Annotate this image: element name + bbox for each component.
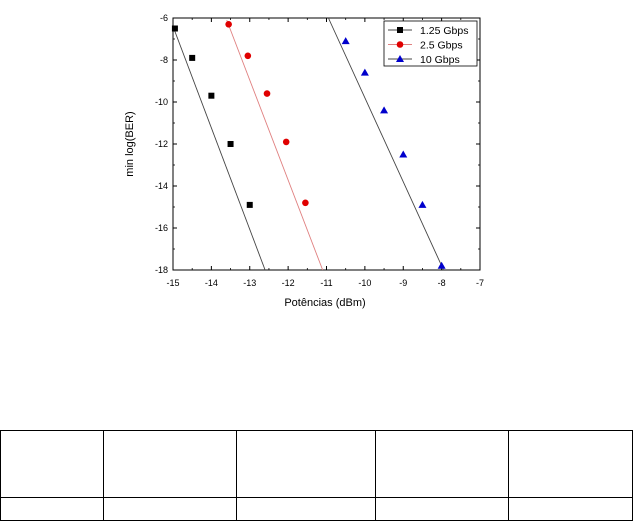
data-point (171, 25, 178, 32)
y-tick-label: -16 (155, 223, 168, 233)
table-cell (0, 430, 104, 498)
data-point (437, 261, 446, 269)
data-point (189, 54, 196, 61)
y-tick-label: -18 (155, 265, 168, 275)
data-point (225, 21, 232, 28)
series-10-gbps (328, 17, 446, 271)
x-tick-label: -13 (243, 278, 256, 288)
table-cell (0, 497, 104, 521)
y-tick-label: -6 (160, 13, 168, 23)
data-point (418, 200, 427, 208)
table-row (0, 497, 633, 521)
data-point (399, 150, 408, 158)
series-line (172, 26, 266, 271)
legend-marker (396, 41, 404, 48)
table-cell (102, 430, 237, 498)
legend-marker (396, 55, 404, 62)
x-tick-label: -11 (320, 278, 332, 288)
y-axis-label: min log(BER) (124, 111, 136, 176)
table-cell (235, 430, 377, 498)
ber-chart: -15 -14 -13 -12 -11 -10 -9 -8 -7 -6 -8 -10 -12 -14 -1… (124, 13, 484, 309)
y-tick-label: -12 (155, 139, 168, 149)
legend-marker (397, 27, 403, 33)
data-point (263, 90, 271, 97)
legend-label: 2.5 Gbps (420, 40, 463, 52)
table-cell (375, 430, 510, 498)
x-tick-label: -12 (282, 278, 295, 288)
x-tick-label: -8 (438, 278, 446, 288)
legend-label: 1.25 Gbps (420, 25, 468, 37)
table-row (0, 430, 633, 498)
table-cell (375, 497, 510, 521)
data-point (341, 37, 350, 45)
x-tick-label: -9 (399, 278, 407, 288)
legend: 1.25 Gbps 2.5 Gbps 10 Gbps (383, 20, 478, 67)
y-tick-label: -14 (155, 181, 168, 191)
x-axis-label: Potências (dBm) (284, 297, 365, 309)
data-point (302, 199, 309, 207)
y-tick-label: -10 (155, 97, 168, 107)
table-cell (508, 430, 633, 498)
empty-table (0, 430, 633, 523)
x-tick-label: -14 (205, 278, 218, 288)
x-tick-label: -15 (166, 278, 179, 288)
data-point (360, 68, 369, 76)
series-line (328, 17, 444, 271)
data-point (246, 201, 253, 208)
data-point (208, 92, 215, 99)
data-point (282, 138, 290, 146)
table-cell (102, 497, 237, 521)
x-tick-label: -7 (476, 278, 484, 288)
table-cell (508, 497, 633, 521)
data-point (227, 141, 234, 147)
series-1-25-gbps (171, 25, 266, 271)
data-point (380, 106, 389, 114)
data-point (244, 52, 252, 60)
legend-label: 10 Gbps (420, 54, 460, 66)
series-2-5-gbps (225, 19, 324, 271)
y-tick-label: -8 (160, 55, 168, 65)
x-tick-label: -10 (358, 278, 371, 288)
series-line (226, 19, 324, 271)
table-cell (235, 497, 377, 521)
